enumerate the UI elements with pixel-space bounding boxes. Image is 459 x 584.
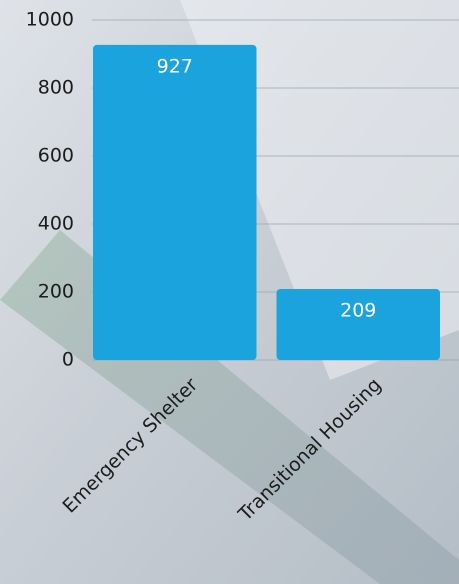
y-tick-label: 400 xyxy=(38,213,74,235)
y-tick-label: 800 xyxy=(38,77,74,99)
y-tick-label: 1000 xyxy=(26,9,74,31)
y-tick-label: 0 xyxy=(62,349,74,371)
value-label: 927 xyxy=(157,55,193,77)
value-label: 209 xyxy=(340,299,376,321)
bar xyxy=(93,44,257,360)
y-tick-label: 600 xyxy=(38,145,74,167)
bar xyxy=(276,288,440,360)
y-tick-label: 200 xyxy=(38,281,74,303)
